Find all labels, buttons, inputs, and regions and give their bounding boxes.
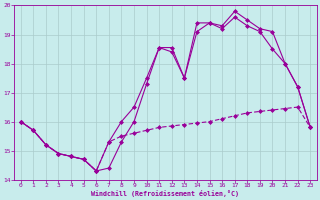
X-axis label: Windchill (Refroidissement éolien,°C): Windchill (Refroidissement éolien,°C) [92, 190, 239, 197]
